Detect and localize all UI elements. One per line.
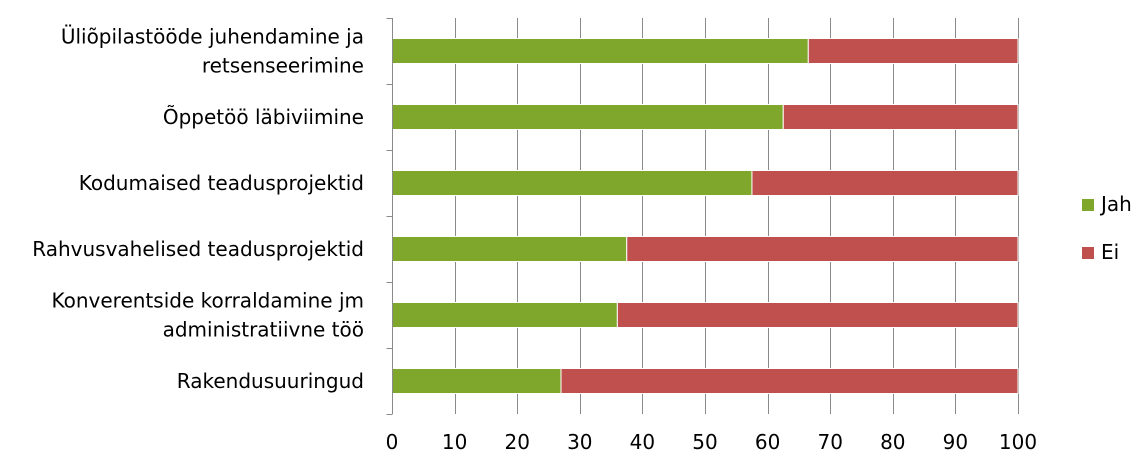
- x-tick-label: 50: [692, 430, 717, 454]
- bar-jah: [391, 368, 562, 394]
- category-labels: Üliõpilastööde juhendamine ja retsenseeri…: [32, 25, 364, 394]
- bars: [391, 38, 1019, 394]
- legend-swatch-ei: [1082, 247, 1094, 259]
- x-tick-label: 10: [442, 430, 467, 454]
- bar-jah: [391, 38, 809, 64]
- legend-label-ei: Ei: [1101, 240, 1119, 264]
- x-tick-label: 40: [630, 430, 655, 454]
- x-tick-label: 100: [999, 430, 1037, 454]
- bar-ei: [751, 170, 1019, 196]
- gridlines: [455, 18, 1019, 414]
- category-label: administratiivne töö: [163, 318, 364, 342]
- bar-ei: [626, 236, 1019, 262]
- x-tick-label: 80: [880, 430, 905, 454]
- axes: [386, 18, 393, 415]
- category-label: Õppetöö läbiviimine: [163, 105, 364, 129]
- bar-jah: [391, 302, 618, 328]
- bar-ei: [560, 368, 1019, 394]
- legend: Jah Ei: [1082, 192, 1132, 264]
- legend-label-jah: Jah: [1099, 192, 1132, 216]
- category-label: Üliõpilastööde juhendamine ja: [61, 25, 364, 49]
- bar-ei: [616, 302, 1019, 328]
- category-label: Rakendusuuringud: [177, 369, 364, 393]
- bar-jah: [391, 104, 784, 130]
- bar-jah: [391, 170, 753, 196]
- legend-swatch-jah: [1082, 199, 1094, 211]
- x-tick-label: 70: [817, 430, 842, 454]
- bar-jah: [391, 236, 628, 262]
- x-tick-label: 0: [386, 430, 399, 454]
- category-label: Rahvusvahelised teadusprojektid: [32, 237, 364, 261]
- x-tick-label: 30: [567, 430, 592, 454]
- bar-ei: [782, 104, 1019, 130]
- category-label: Kodumaised teadusprojektid: [79, 171, 364, 195]
- x-tick-labels: 0 10 20 30 40 50 60 70 80 90 100: [386, 430, 1037, 454]
- x-tick-label: 60: [755, 430, 780, 454]
- category-label: Konverentside korraldamine jm: [52, 289, 365, 313]
- x-tick-label: 90: [943, 430, 968, 454]
- category-label: retsenseerimine: [202, 54, 364, 78]
- bar-ei: [807, 38, 1019, 64]
- x-tick-label: 20: [504, 430, 529, 454]
